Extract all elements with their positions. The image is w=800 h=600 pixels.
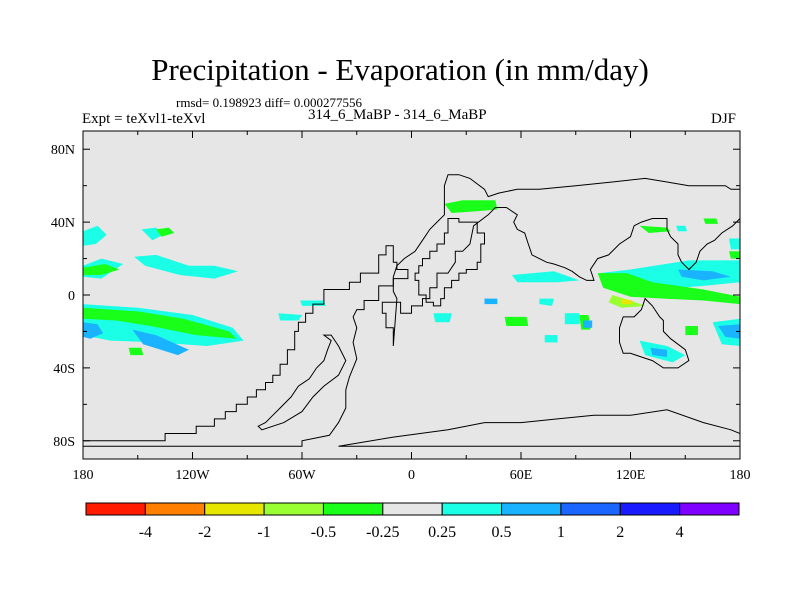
colorbar-swatch xyxy=(144,502,206,516)
season-label: DJF xyxy=(711,111,737,127)
anomaly-region-asia-j xyxy=(729,251,740,259)
experiment-label: Expt = teXvl1-teXvl xyxy=(82,111,206,127)
colorbar-swatch xyxy=(85,502,146,516)
y-tick-label: 40N xyxy=(51,216,75,231)
anomaly-region-io-b xyxy=(504,316,529,326)
colorbar-label: 0.5 xyxy=(492,524,512,541)
coastline-antarctica xyxy=(338,409,740,447)
x-tick-label: 60E xyxy=(510,468,533,483)
anomaly-region-io-a xyxy=(484,298,498,305)
anomaly-region-mc-c xyxy=(564,313,580,325)
anomaly-region-spac-e xyxy=(128,347,144,356)
anomaly-region-swp-b xyxy=(650,347,667,357)
anomaly-region-asia-e xyxy=(621,298,633,305)
colorbar-swatch xyxy=(441,502,503,516)
colorbar-label: 1 xyxy=(557,524,565,541)
x-tick-label: 180 xyxy=(730,468,751,483)
anomaly-region-swp-c xyxy=(685,326,698,336)
x-tick-label: 60W xyxy=(288,468,316,483)
colorbar-label: -4 xyxy=(139,524,152,541)
anomaly-region-asia-g xyxy=(676,225,688,232)
anomaly-region-afr-a xyxy=(444,200,498,213)
colorbar-swatch xyxy=(382,502,443,516)
colorbar-label: 4 xyxy=(676,524,684,541)
anomaly-region-asia-b xyxy=(597,273,740,305)
anomaly-region-asia-i xyxy=(729,238,740,250)
x-tick-label: 0 xyxy=(408,468,415,483)
colorbar-swatch xyxy=(619,502,681,516)
colorbar-swatch xyxy=(322,502,384,516)
colorbar-label: -0.25 xyxy=(366,524,399,541)
colorbar-swatch xyxy=(204,502,265,516)
colorbar: -4 -2 -1 -0.5 -0.25 0.25 0.5 1 2 4 xyxy=(85,502,740,541)
chart-stats: rmsd= 0.198923 diff= 0.000277556 xyxy=(176,95,362,110)
colorbar-label: -2 xyxy=(198,524,211,541)
anomaly-region-io-d xyxy=(511,271,580,283)
coastline-australia xyxy=(619,297,690,369)
anomaly-region-io-e xyxy=(544,335,558,343)
colorbar-label: 2 xyxy=(616,524,624,541)
chart-title: Precipitation - Evaporation (in mm/day) xyxy=(151,52,649,87)
anomaly-region-npac-c xyxy=(83,264,120,275)
anomaly-region-spac-b xyxy=(83,307,237,339)
x-tick-label: 180 xyxy=(73,468,94,483)
coastline-afr-eurasia xyxy=(381,174,740,347)
colorbar-swatch xyxy=(501,502,562,516)
y-tick-label: 80S xyxy=(53,435,75,450)
anomaly-layer xyxy=(83,200,740,363)
anomaly-region-asia-h xyxy=(703,218,719,224)
colorbar-label: -0.5 xyxy=(311,524,336,541)
anomaly-region-npac-a xyxy=(83,225,107,246)
colorbar-label: 0.25 xyxy=(428,524,456,541)
anomaly-region-npac-f xyxy=(156,227,175,237)
anomaly-region-spac-c xyxy=(83,322,104,339)
anomaly-region-spac-d xyxy=(132,329,189,356)
colorbar-swatch xyxy=(560,502,621,516)
axes-layer: 180 120W 60W 0 60E 120E 180 80N 40N 0 40S 80S xyxy=(51,131,751,483)
anomaly-region-swp-e xyxy=(718,324,740,339)
anomaly-region-npac-d xyxy=(134,254,239,279)
y-tick-label: 80N xyxy=(51,143,75,158)
anomaly-region-afr-b xyxy=(433,313,452,323)
coastline-layer xyxy=(83,174,740,447)
anomaly-region-asia-f xyxy=(639,225,671,233)
coastline-americas-inner xyxy=(257,334,347,431)
x-tick-label: 120E xyxy=(616,468,646,483)
coastline-africa-south xyxy=(414,218,485,307)
coastline-americas xyxy=(83,245,409,447)
y-tick-label: 0 xyxy=(68,289,75,304)
colorbar-swatch xyxy=(679,502,740,516)
anomaly-region-mc-b xyxy=(583,320,593,328)
anomaly-region-io-c xyxy=(539,298,554,306)
y-tick-label: 40S xyxy=(53,362,75,377)
colorbar-label: -1 xyxy=(257,524,270,541)
anomaly-region-atl-b xyxy=(278,313,302,321)
case-label: 314_6_MaBP - 314_6_MaBP xyxy=(308,107,487,123)
x-tick-label: 120W xyxy=(175,468,210,483)
anomaly-region-asia-c xyxy=(678,269,731,281)
colorbar-swatch xyxy=(263,502,324,516)
